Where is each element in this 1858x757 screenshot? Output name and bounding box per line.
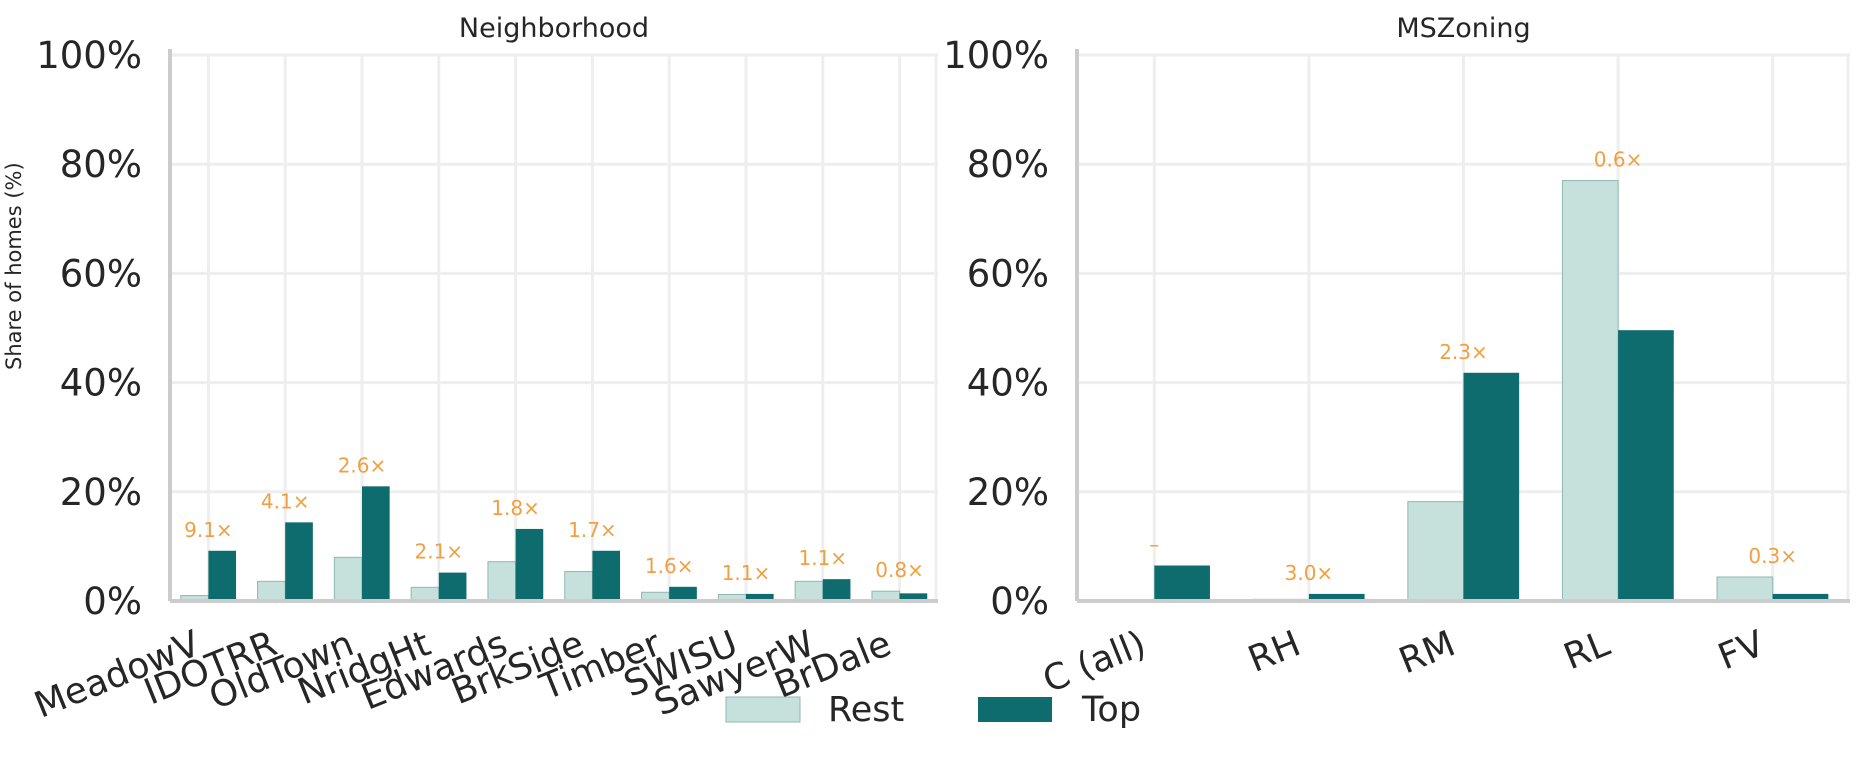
panel-title-mszoning: MSZoning (1396, 13, 1530, 44)
ratio-label-fv: 0.3× (1748, 544, 1797, 568)
bar-top-nridght (438, 572, 467, 601)
x-tick-label-rl: RL (1558, 623, 1615, 678)
legend-label-top: Top (1081, 690, 1141, 730)
y-tick-label: 0% (990, 580, 1049, 623)
bar-top-meadowv (208, 550, 237, 601)
ratio-label-nridght: 2.1× (415, 540, 464, 564)
bar-top-timber (669, 586, 697, 601)
x-tick-label-fv: FV (1713, 623, 1771, 678)
y-tick-label: 80% (60, 143, 142, 186)
y-tick-label: 100% (943, 34, 1049, 77)
y-tick-label: 80% (967, 143, 1049, 186)
ratio-label-sawyerw: 1.1× (799, 546, 848, 570)
x-tick-label-rh: RH (1243, 623, 1307, 681)
ratio-label-brkside: 1.7× (568, 518, 617, 542)
legend: Rest Top (725, 690, 1141, 730)
y-tick-label: 60% (60, 252, 142, 295)
legend-swatch-top (978, 697, 1052, 722)
ratio-label-edwards: 1.8× (491, 496, 540, 520)
y-tick-label: 20% (967, 471, 1049, 514)
panel-title-neighborhood: Neighborhood (459, 13, 649, 44)
ratio-label-rh: 3.0× (1285, 561, 1334, 585)
bar-top-idotrr (285, 522, 313, 601)
y-tick-label: 0% (83, 580, 142, 623)
ratio-label-rm: 2.3× (1439, 340, 1488, 364)
y-tick-label: 40% (967, 362, 1049, 405)
bar-top-rm (1463, 372, 1520, 601)
legend-swatch-rest (725, 696, 801, 723)
bar-rest-idotrr (257, 580, 286, 602)
bar-rest-edwards (487, 561, 517, 602)
ratio-label-timber: 1.6× (645, 554, 694, 578)
bar-top-rl (1618, 330, 1674, 601)
bar-rest-oldtown (333, 556, 363, 602)
bar-top-brkside (592, 550, 621, 601)
bar-rest-fv (1716, 576, 1774, 602)
bar-top-swisu (746, 593, 774, 601)
bar-rest-nridght (410, 586, 440, 602)
ratio-label-c-all: – (1149, 533, 1159, 557)
y-tick-label: 60% (967, 252, 1049, 295)
legend-label-rest: Rest (828, 690, 904, 730)
bar-rest-rl (1561, 180, 1619, 602)
y-tick-label: 40% (60, 362, 142, 405)
bar-top-sawyerw (822, 579, 851, 601)
bar-rest-sawyerw (794, 580, 824, 602)
bar-rest-rm (1407, 501, 1464, 602)
panel-neighborhood: Neighborhood0%20%40%60%80%100%9.1×Meadow… (29, 13, 938, 727)
bar-top-fv (1772, 593, 1829, 601)
ratio-label-meadowv: 9.1× (184, 518, 233, 542)
bar-top-brdale (899, 593, 928, 601)
ratio-label-swisu: 1.1× (722, 561, 771, 585)
ratio-label-idotrr: 4.1× (261, 489, 310, 513)
ratio-label-rl: 0.6× (1594, 148, 1643, 172)
y-tick-label: 100% (36, 34, 142, 77)
x-tick-label-rm: RM (1394, 623, 1461, 682)
ratio-label-oldtown: 2.6× (338, 453, 387, 477)
bar-top-edwards (515, 528, 544, 601)
bar-top-oldtown (362, 486, 390, 601)
bar-top-c-all (1154, 565, 1210, 601)
ratio-label-brdale: 0.8× (875, 558, 924, 582)
bar-rest-brkside (564, 571, 593, 602)
bar-top-rh (1308, 593, 1365, 601)
y-tick-label: 20% (60, 471, 142, 514)
